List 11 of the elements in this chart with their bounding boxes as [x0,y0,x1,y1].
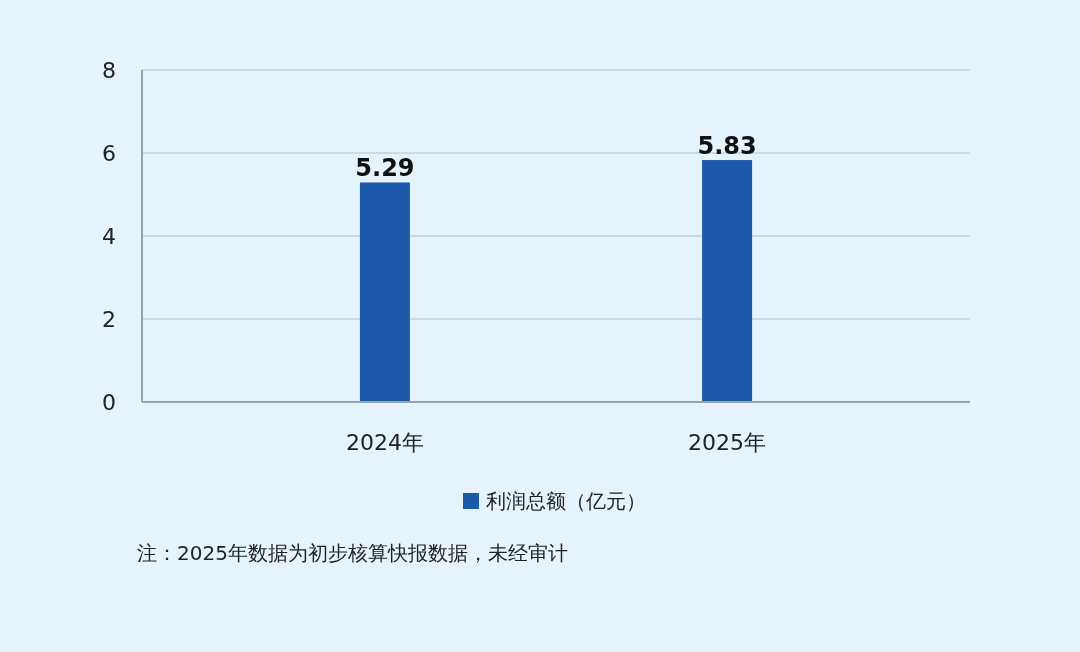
legend-label: 利润总额（亿元） [486,489,646,513]
y-tick-label: 4 [102,223,116,249]
y-tick-label: 6 [102,140,116,166]
data-label: 5.83 [697,132,757,161]
y-tick-label: 0 [102,389,116,415]
y-tick-label: 2 [102,306,116,332]
text: 注：2025年数据为初步核算快报数据，未经审计 [137,541,568,565]
x-tick-label: 2025年 [688,430,767,455]
y-tick-label: 8 [102,57,116,83]
x-tick-label: 2024年 [345,430,424,455]
data-label: 5.29 [355,154,415,183]
